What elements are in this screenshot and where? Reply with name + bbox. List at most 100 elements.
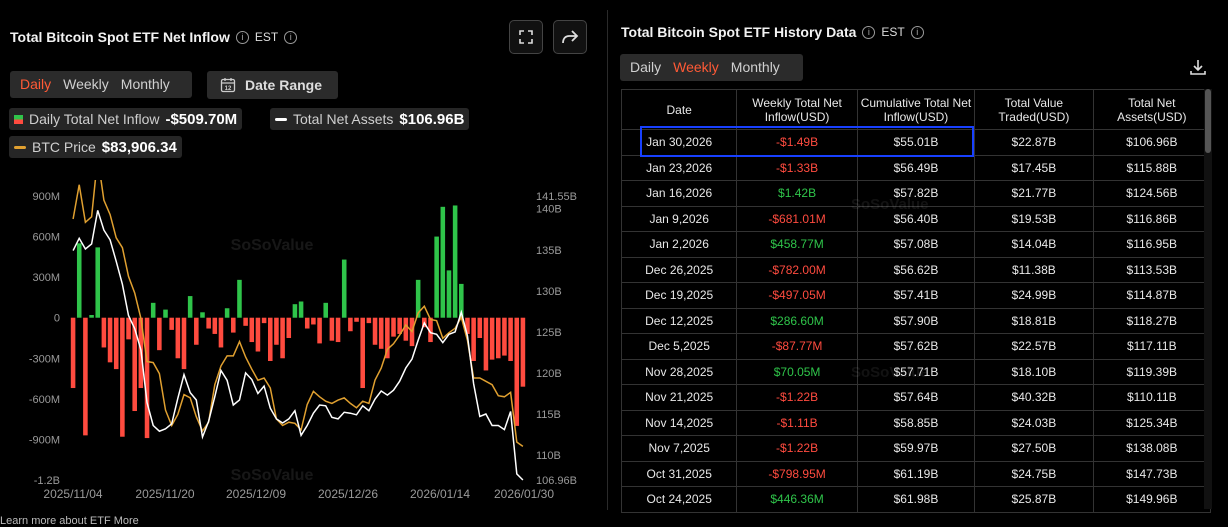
cell-assets: $106.96B xyxy=(1092,129,1212,156)
download-icon[interactable] xyxy=(1189,58,1207,76)
inflow-bar xyxy=(428,317,433,343)
cell-weekly-inflow: $70.05M xyxy=(736,358,858,385)
left-axis-tick: -300M xyxy=(29,353,60,365)
inflow-bar xyxy=(385,317,390,359)
cell-assets: $110.11B xyxy=(1092,384,1212,411)
table-scrollbar[interactable] xyxy=(1204,89,1212,509)
info-icon[interactable]: i xyxy=(235,30,249,44)
cell-weekly-inflow: -$1.33B xyxy=(736,154,858,181)
history-title-text: Total Bitcoin Spot ETF History Data xyxy=(621,24,857,40)
history-period-tabs: Daily Weekly Monthly xyxy=(620,54,803,81)
cell-weekly-inflow: -$1.11B xyxy=(736,409,858,436)
legend-daily-inflow[interactable]: Daily Total Net Inflow -$509.70M xyxy=(9,108,243,130)
timezone-info-icon[interactable]: i xyxy=(284,30,298,44)
legend-btc-label: BTC Price xyxy=(32,139,96,155)
inflow-bar xyxy=(378,317,384,349)
col-value-traded[interactable]: Total Value Traded(USD) xyxy=(974,89,1094,130)
table-row[interactable]: Dec 19,2025 -$497.05M $57.41B $24.99B $114.8… xyxy=(620,282,1212,309)
inflow-bar xyxy=(231,317,236,333)
inflow-bar xyxy=(298,301,304,318)
tab-weekly[interactable]: Weekly xyxy=(63,76,109,92)
tab-daily[interactable]: Daily xyxy=(630,59,662,75)
fullscreen-button[interactable] xyxy=(509,20,543,54)
inflow-bar xyxy=(175,317,181,359)
table-row[interactable]: Jan 2,2026 $458.77M $57.08B $14.04B $116.95B xyxy=(620,231,1212,258)
inflow-bar xyxy=(83,317,88,436)
calendar-icon: 12 xyxy=(220,78,236,93)
inflow-bar xyxy=(311,317,316,325)
right-axis-tick: 135B xyxy=(536,245,562,257)
watermark-logo: SoSoValue xyxy=(231,237,314,254)
inflow-bar xyxy=(187,296,193,318)
table-row[interactable]: Nov 21,2025 -$1.22B $57.64B $40.32B $110.11B xyxy=(620,384,1212,411)
cell-traded: $27.50B xyxy=(974,435,1094,462)
col-net-assets[interactable]: Total Net Assets(USD) xyxy=(1092,89,1212,130)
cell-date: Jan 9,2026 xyxy=(620,205,738,232)
bar-swatch xyxy=(14,114,23,124)
table-row[interactable]: Nov 14,2025 -$1.11B $58.85B $24.03B $125.34B xyxy=(620,409,1212,436)
table-row[interactable]: Dec 5,2025 -$87.77M $57.62B $22.57B $117.11B xyxy=(620,333,1212,360)
date-range-button[interactable]: 12 Date Range xyxy=(207,71,338,99)
x-axis-tick: 2025/12/26 xyxy=(318,487,378,501)
cell-cumulative: $57.08B xyxy=(856,231,976,258)
cell-date: Nov 21,2025 xyxy=(620,384,738,411)
table-row[interactable]: Nov 7,2025 -$1.22B $59.97B $27.50B $138.08B xyxy=(620,435,1212,462)
cell-traded: $14.04B xyxy=(974,231,1094,258)
x-axis-tick: 2026/01/30 xyxy=(494,487,554,501)
tab-monthly[interactable]: Monthly xyxy=(730,59,780,75)
info-icon[interactable]: i xyxy=(862,25,876,39)
inflow-bar xyxy=(520,317,526,387)
inflow-bar xyxy=(323,302,329,318)
inflow-bar xyxy=(120,317,125,437)
x-axis-tick: 2025/12/09 xyxy=(226,487,286,501)
inflow-bar xyxy=(317,317,322,344)
right-axis-tick: 115B xyxy=(536,409,561,421)
inflow-bar xyxy=(292,304,298,318)
tab-daily[interactable]: Daily xyxy=(20,76,52,92)
footer-text[interactable]: Learn more about ETF More xyxy=(0,515,139,527)
cell-weekly-inflow: -$1.22B xyxy=(736,435,858,462)
x-axis-tick: 2025/11/04 xyxy=(43,487,102,501)
legend-total-net-assets[interactable]: Total Net Assets $106.96B xyxy=(270,108,470,130)
inflow-bar xyxy=(76,243,82,318)
cell-weekly-inflow: -$782.00M xyxy=(736,256,858,283)
cell-cumulative: $57.90B xyxy=(856,307,976,334)
inflow-chart[interactable]: 900M 600M 300M 0 -300M -600M -900M -1.2B 141.55B… xyxy=(0,180,605,510)
col-date[interactable]: Date xyxy=(620,89,738,130)
inflow-bar xyxy=(341,259,347,318)
cell-cumulative: $58.85B xyxy=(856,409,976,436)
watermark-logo: SoSoValue xyxy=(851,364,929,381)
cell-cumulative: $57.71B xyxy=(856,358,976,385)
table-row[interactable]: Dec 26,2025 -$782.00M $56.62B $11.38B $113.5… xyxy=(620,256,1212,283)
table-row[interactable]: Jan 23,2026 -$1.33B $56.49B $17.45B $115.88B xyxy=(620,154,1212,181)
col-weekly-inflow[interactable]: Weekly Total Net Inflow(USD) xyxy=(736,89,858,130)
inflow-bar xyxy=(212,317,218,334)
table-row[interactable]: Oct 24,2025 $446.36M $61.98B $25.87B $149.96… xyxy=(620,486,1212,513)
right-axis-tick: 110B xyxy=(536,450,561,462)
table-row[interactable]: Dec 12,2025 $286.60M $57.90B $18.81B $118.27… xyxy=(620,307,1212,334)
tab-weekly[interactable]: Weekly xyxy=(673,59,719,75)
table-row[interactable]: Jan 30,2026 -$1.49B $55.01B $22.87B $106.96B xyxy=(620,129,1212,156)
right-axis-tick: 130B xyxy=(536,286,562,298)
inflow-bar xyxy=(452,205,458,318)
table-header-row: Date Weekly Total Net Inflow(USD) Cumula… xyxy=(620,89,1212,130)
cell-assets: $124.56B xyxy=(1092,180,1212,207)
col-cumulative-inflow[interactable]: Cumulative Total Net Inflow(USD) xyxy=(856,89,976,130)
table-row[interactable]: Nov 28,2025 $70.05M $57.71B $18.10B $119.39B xyxy=(620,358,1212,385)
cell-date: Dec 19,2025 xyxy=(620,282,738,309)
cell-date: Jan 2,2026 xyxy=(620,231,738,258)
inflow-bar xyxy=(163,309,168,318)
legend-btc-price[interactable]: BTC Price $83,906.34 xyxy=(9,136,182,158)
left-axis-tick: 900M xyxy=(32,191,60,203)
table-row[interactable]: Oct 31,2025 -$798.95M $61.19B $24.75B $147.7… xyxy=(620,460,1212,487)
inflow-bar xyxy=(508,317,513,361)
inflow-bar xyxy=(249,317,255,343)
share-button[interactable] xyxy=(553,20,587,54)
inflow-bar xyxy=(261,317,267,324)
table-row[interactable]: Jan 9,2026 -$681.01M $56.40B $19.53B $116.86… xyxy=(620,205,1212,232)
table-scroll-thumb[interactable] xyxy=(1205,89,1211,153)
btc-line-swatch xyxy=(14,145,26,149)
tab-monthly[interactable]: Monthly xyxy=(120,76,170,92)
timezone-info-icon[interactable]: i xyxy=(910,25,924,39)
left-axis-tick: -900M xyxy=(29,434,60,446)
